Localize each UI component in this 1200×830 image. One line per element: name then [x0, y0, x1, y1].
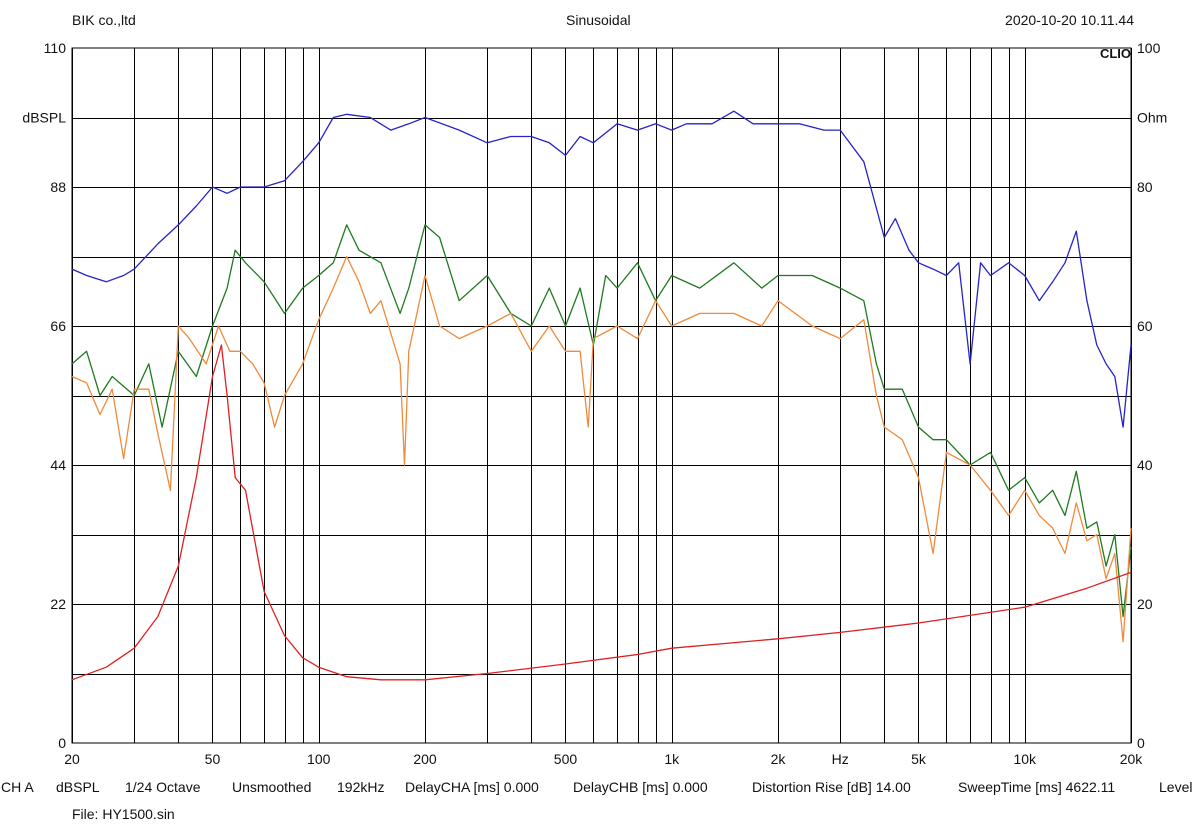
x-tick-label: 20k	[1120, 751, 1144, 767]
blue-curve	[71, 110, 1132, 428]
axis-labels: 20 50 100 200 500 1k 2k Hz 5k 10k 20k0224466881100…	[22, 40, 1167, 767]
x-tick-label: 100	[307, 751, 331, 767]
footer-item: Unsmoothed	[232, 779, 312, 795]
x-tick-label: 1k	[664, 751, 680, 767]
y-left-axis-label: dBSPL	[22, 110, 66, 126]
footer-item: CH A	[1, 779, 34, 795]
green-curve	[71, 224, 1132, 618]
y-right-tick-label: 60	[1137, 318, 1153, 334]
plot-frame	[71, 47, 1132, 744]
y-left-tick-label: 22	[50, 596, 66, 612]
clio-logo: CLIO	[1100, 46, 1131, 61]
y-left-tick-label: 66	[50, 318, 66, 334]
x-tick-label: 200	[413, 751, 437, 767]
y-left-tick-label: 88	[50, 179, 66, 195]
x-tick-label: 5k	[911, 751, 927, 767]
x-tick-label: 20	[64, 751, 80, 767]
y-right-tick-label: 80	[1137, 179, 1153, 195]
company-name: BIK co.,ltd	[72, 12, 136, 28]
red-curve	[71, 344, 1132, 681]
chart-title: Sinusoidal	[566, 12, 631, 28]
x-tick-label: 500	[554, 751, 578, 767]
footer-item: Level	[1159, 779, 1193, 795]
grid	[71, 47, 1132, 744]
orange-curve	[71, 255, 1132, 643]
footer-item: dBSPL	[56, 779, 100, 795]
y-right-tick-label: 0	[1137, 735, 1145, 751]
y-right-axis-label: Ohm	[1137, 110, 1167, 126]
footer-item: 192kHz	[337, 779, 385, 795]
y-right-tick-label: 20	[1137, 596, 1153, 612]
x-tick-label: 2k	[771, 751, 787, 767]
y-right-tick-label: 100	[1137, 40, 1161, 56]
footer-item: DelayCHB [ms] 0.000	[573, 779, 708, 795]
x-tick-label: 10k	[1013, 751, 1037, 767]
footer-item: DelayCHA [ms] 0.000	[405, 779, 539, 795]
file-name: File: HY1500.sin	[72, 806, 175, 822]
timestamp: 2020-10-20 10.11.44	[1005, 12, 1134, 28]
y-left-tick-label: 44	[50, 457, 66, 473]
curves	[71, 110, 1132, 681]
x-tick-label: Hz	[832, 751, 849, 767]
y-left-tick-label: 0	[58, 735, 66, 751]
x-tick-label: 50	[205, 751, 221, 767]
footer-item: 1/24 Octave	[125, 779, 201, 795]
y-right-tick-label: 40	[1137, 457, 1153, 473]
y-left-tick-label: 110	[44, 40, 67, 56]
footer-item: SweepTime [ms] 4622.11	[958, 779, 1116, 795]
footer-item: Distortion Rise [dB] 14.00	[752, 779, 911, 795]
